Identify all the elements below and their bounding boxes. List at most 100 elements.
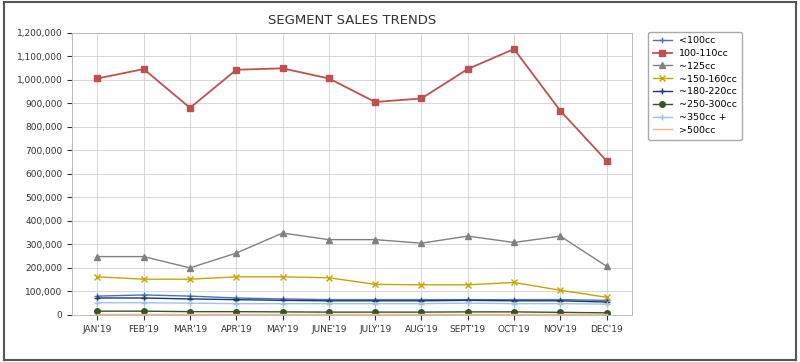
~180-220cc	[417, 299, 426, 303]
<100cc	[278, 297, 287, 301]
<100cc	[139, 293, 149, 297]
~180-220cc	[463, 298, 473, 303]
~150-160cc	[93, 275, 102, 279]
100-110cc	[278, 66, 287, 71]
~350cc +	[370, 302, 380, 306]
>500cc	[463, 312, 473, 316]
~350cc +	[509, 302, 518, 306]
~350cc +	[417, 302, 426, 306]
~250-300cc	[231, 310, 241, 314]
100-110cc	[139, 67, 149, 71]
~180-220cc	[231, 298, 241, 302]
~250-300cc	[463, 310, 473, 314]
~250-300cc	[139, 309, 149, 313]
~250-300cc	[324, 310, 334, 314]
<100cc	[463, 298, 473, 302]
<100cc	[555, 298, 565, 302]
~350cc +	[278, 302, 287, 306]
Title: SEGMENT SALES TRENDS: SEGMENT SALES TRENDS	[268, 14, 436, 27]
100-110cc	[186, 106, 195, 110]
~350cc +	[324, 302, 334, 306]
>500cc	[139, 312, 149, 316]
~150-160cc	[417, 283, 426, 287]
<100cc	[93, 294, 102, 298]
>500cc	[186, 312, 195, 316]
~150-160cc	[186, 277, 195, 281]
~150-160cc	[602, 295, 611, 299]
~125cc	[186, 266, 195, 270]
~150-160cc	[231, 275, 241, 279]
~350cc +	[139, 300, 149, 305]
100-110cc	[555, 109, 565, 113]
<100cc	[370, 298, 380, 302]
~180-220cc	[324, 299, 334, 303]
100-110cc	[602, 159, 611, 163]
~125cc	[139, 254, 149, 259]
<100cc	[417, 298, 426, 302]
~250-300cc	[278, 310, 287, 314]
>500cc	[555, 312, 565, 316]
Line: ~125cc: ~125cc	[94, 230, 610, 272]
100-110cc	[93, 76, 102, 81]
~125cc	[93, 254, 102, 259]
~125cc	[555, 234, 565, 238]
~150-160cc	[555, 288, 565, 292]
<100cc	[324, 298, 334, 302]
<100cc	[602, 298, 611, 303]
Legend: <100cc, 100-110cc, ~125cc, ~150-160cc, ~180-220cc, ~250-300cc, ~350cc +, >500cc: <100cc, 100-110cc, ~125cc, ~150-160cc, ~…	[648, 31, 742, 139]
>500cc	[370, 312, 380, 316]
~250-300cc	[186, 310, 195, 314]
~250-300cc	[509, 310, 518, 314]
~350cc +	[602, 302, 611, 306]
~250-300cc	[370, 310, 380, 314]
Line: ~150-160cc: ~150-160cc	[94, 273, 610, 301]
~250-300cc	[555, 310, 565, 315]
~250-300cc	[93, 309, 102, 313]
Line: 100-110cc: 100-110cc	[94, 46, 610, 164]
~150-160cc	[278, 275, 287, 279]
~350cc +	[93, 300, 102, 305]
~180-220cc	[555, 299, 565, 303]
~125cc	[417, 241, 426, 245]
>500cc	[417, 312, 426, 316]
~150-160cc	[509, 280, 518, 285]
>500cc	[509, 312, 518, 316]
~125cc	[602, 264, 611, 268]
Line: ~180-220cc: ~180-220cc	[94, 295, 610, 306]
~150-160cc	[370, 282, 380, 287]
>500cc	[231, 312, 241, 316]
~350cc +	[186, 301, 195, 306]
~350cc +	[555, 302, 565, 306]
100-110cc	[231, 68, 241, 72]
~180-220cc	[370, 299, 380, 303]
~125cc	[278, 231, 287, 235]
<100cc	[186, 294, 195, 298]
~250-300cc	[602, 311, 611, 315]
~180-220cc	[139, 296, 149, 300]
~150-160cc	[139, 277, 149, 281]
Line: ~250-300cc: ~250-300cc	[94, 308, 610, 316]
100-110cc	[417, 96, 426, 101]
100-110cc	[509, 47, 518, 51]
>500cc	[602, 312, 611, 316]
100-110cc	[324, 76, 334, 81]
~180-220cc	[186, 297, 195, 301]
>500cc	[278, 312, 287, 316]
100-110cc	[370, 100, 380, 104]
100-110cc	[463, 67, 473, 71]
~125cc	[509, 240, 518, 245]
~150-160cc	[463, 283, 473, 287]
Line: <100cc: <100cc	[94, 291, 610, 304]
~250-300cc	[417, 310, 426, 314]
~350cc +	[231, 302, 241, 306]
~180-220cc	[93, 296, 102, 300]
>500cc	[324, 312, 334, 316]
~150-160cc	[324, 275, 334, 280]
~180-220cc	[278, 298, 287, 303]
~125cc	[231, 251, 241, 255]
~125cc	[463, 234, 473, 238]
Line: ~350cc +: ~350cc +	[94, 299, 610, 308]
<100cc	[509, 298, 518, 302]
~180-220cc	[602, 300, 611, 304]
~350cc +	[463, 301, 473, 306]
